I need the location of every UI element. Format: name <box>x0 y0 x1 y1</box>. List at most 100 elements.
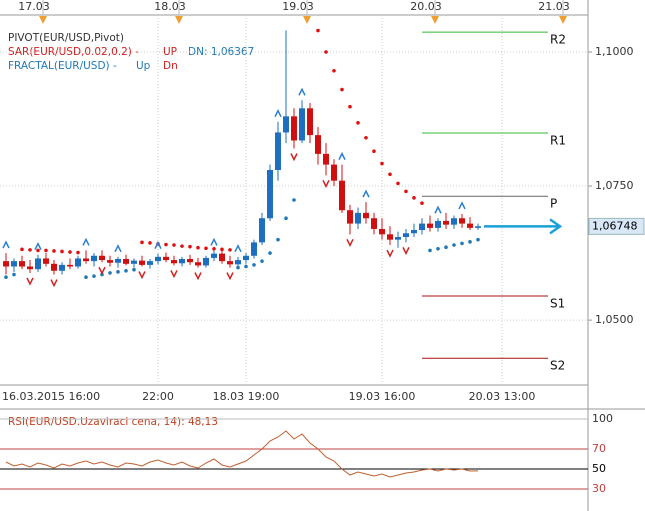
candle-body <box>307 108 313 136</box>
sar-dot <box>420 201 424 206</box>
candle-body <box>107 260 113 263</box>
date-marker <box>39 16 47 24</box>
sar-dot <box>364 135 368 140</box>
current-price-box <box>588 217 645 235</box>
sar-dot <box>268 251 272 255</box>
sar-dot <box>276 237 280 242</box>
date-label: 19.03 <box>282 0 314 13</box>
candle-body <box>443 220 449 225</box>
sar-dot <box>356 120 360 125</box>
candle-body <box>403 233 409 237</box>
candle-body <box>67 264 73 267</box>
x-tick-label: 16.03.2015 16:00 <box>2 390 100 403</box>
sar-dot <box>428 248 432 253</box>
sar-dot <box>316 28 320 33</box>
candle-body <box>211 253 217 258</box>
candle-body <box>43 258 49 264</box>
fractal-up <box>210 237 218 246</box>
candle-body <box>75 258 81 267</box>
date-marker <box>431 16 439 24</box>
sar-dot <box>340 87 344 92</box>
candle-body <box>355 212 361 224</box>
fractal-up <box>114 244 122 253</box>
candle-body <box>283 116 289 133</box>
sar-dot <box>44 248 48 253</box>
candle-body <box>155 256 161 262</box>
fractal-up <box>338 151 346 160</box>
candle-body <box>35 258 41 270</box>
sar-dot <box>172 243 176 247</box>
fractal-down <box>170 270 178 279</box>
candle-body <box>427 223 433 228</box>
candle-body <box>83 258 89 262</box>
sar-dot <box>380 161 384 166</box>
fractal-down <box>386 249 394 258</box>
sar-dot <box>108 271 112 275</box>
fractal-up <box>458 201 466 210</box>
fractal-down <box>50 279 58 288</box>
x-tick-label: 22:00 <box>142 390 174 403</box>
candle-body <box>339 180 345 211</box>
candle-body <box>299 108 305 141</box>
fractal-down <box>290 153 298 162</box>
fractal-down <box>26 277 34 286</box>
legend-sar: SAR(EUR/USD,0.02,0.2) - <box>8 46 139 58</box>
candle-body <box>451 218 457 225</box>
sar-dot <box>52 249 56 253</box>
current-price-arrowhead <box>549 218 563 235</box>
candle-body <box>243 255 249 261</box>
sar-dot <box>28 248 32 252</box>
sar-dot <box>228 248 232 252</box>
sar-dot <box>468 240 472 244</box>
candle-body <box>395 237 401 240</box>
x-tick-label: 19.03 16:00 <box>349 390 416 403</box>
legend-fractal-dn: Dn <box>163 60 178 72</box>
candle-body <box>131 260 137 264</box>
candle-body <box>379 228 385 235</box>
pivot-label: R1 <box>550 133 566 147</box>
candle-body <box>419 223 425 231</box>
sar-dot <box>12 272 16 277</box>
fractal-up <box>234 244 242 253</box>
date-marker <box>175 16 183 24</box>
sar-dot <box>460 241 464 246</box>
sar-dot <box>164 242 168 247</box>
sar-dot <box>404 189 408 194</box>
y-tick-label: 1,0500 <box>595 313 634 326</box>
sar-dot <box>132 267 136 272</box>
sar-dot <box>252 263 256 267</box>
y-tick-label: 70 <box>592 442 606 455</box>
sar-dot <box>148 241 152 245</box>
candle-body <box>267 169 273 219</box>
candle-body <box>235 260 241 265</box>
y-tick-label: 100 <box>592 412 613 425</box>
candle-body <box>179 258 185 264</box>
sar-dot <box>236 265 240 270</box>
candle-body <box>347 210 353 224</box>
sar-dot <box>412 196 416 200</box>
sar-dot <box>116 270 120 274</box>
candle-body <box>187 258 193 263</box>
fractal-down <box>322 179 330 189</box>
date-marker <box>303 16 311 24</box>
candle-body <box>435 220 441 228</box>
fractal-up <box>434 205 442 214</box>
date-label: 18.03 <box>154 0 186 13</box>
sar-dot <box>436 246 440 251</box>
fractal-up <box>154 240 162 249</box>
candle-body <box>331 164 337 181</box>
candle-body <box>91 255 97 262</box>
candle-body <box>259 218 265 243</box>
sar-dot <box>84 275 88 280</box>
sar-dot <box>284 216 288 221</box>
date-marker <box>559 16 567 24</box>
candle-body <box>99 255 105 261</box>
candle-body <box>11 261 17 267</box>
pivot-label: R2 <box>550 33 566 47</box>
date-label: 21.03 <box>538 0 570 13</box>
candle-body <box>387 234 393 240</box>
sar-dot <box>60 249 64 254</box>
sar-dot <box>124 268 128 273</box>
sar-dot <box>244 264 248 269</box>
candle-body <box>27 266 33 270</box>
